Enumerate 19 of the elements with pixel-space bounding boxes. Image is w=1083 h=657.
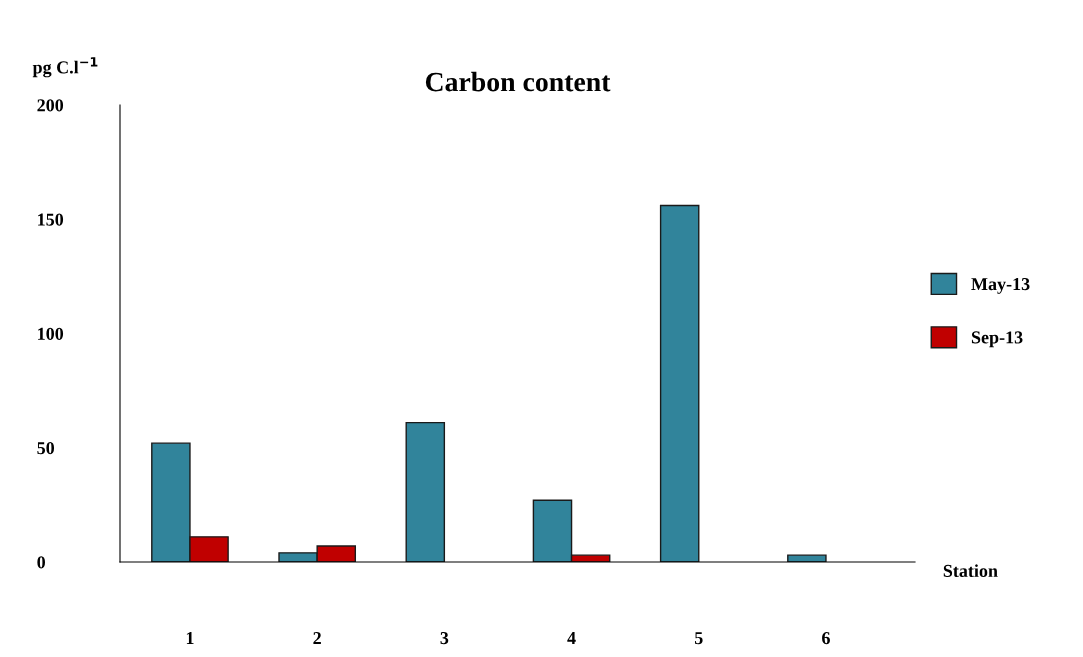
x-tick-label: 6: [822, 632, 830, 645]
y-tick-label: 150: [38, 213, 64, 226]
legend-label: May-13: [971, 278, 1030, 294]
bar: [787, 554, 827, 562]
x-tick-label: 1: [186, 632, 194, 644]
legend-label: Sep-13: [971, 331, 1023, 348]
bar: [405, 421, 446, 562]
x-tick-label: 4: [567, 632, 576, 644]
x-tick-label: 3: [440, 632, 449, 645]
y-tick-label: 0: [37, 556, 46, 569]
bar: [659, 204, 700, 562]
y-tick-label: 50: [37, 442, 55, 455]
y-tick-label: 100: [38, 327, 64, 340]
y-axis-title: pg C.l$^{−1}$: [32, 57, 98, 78]
x-axis-title: Station: [943, 564, 998, 577]
x-tick-label: 5: [694, 632, 703, 645]
y-tick-label: 200: [37, 99, 64, 112]
x-tick-label: 2: [313, 632, 321, 644]
chart-title: Carbon content: [425, 71, 611, 92]
